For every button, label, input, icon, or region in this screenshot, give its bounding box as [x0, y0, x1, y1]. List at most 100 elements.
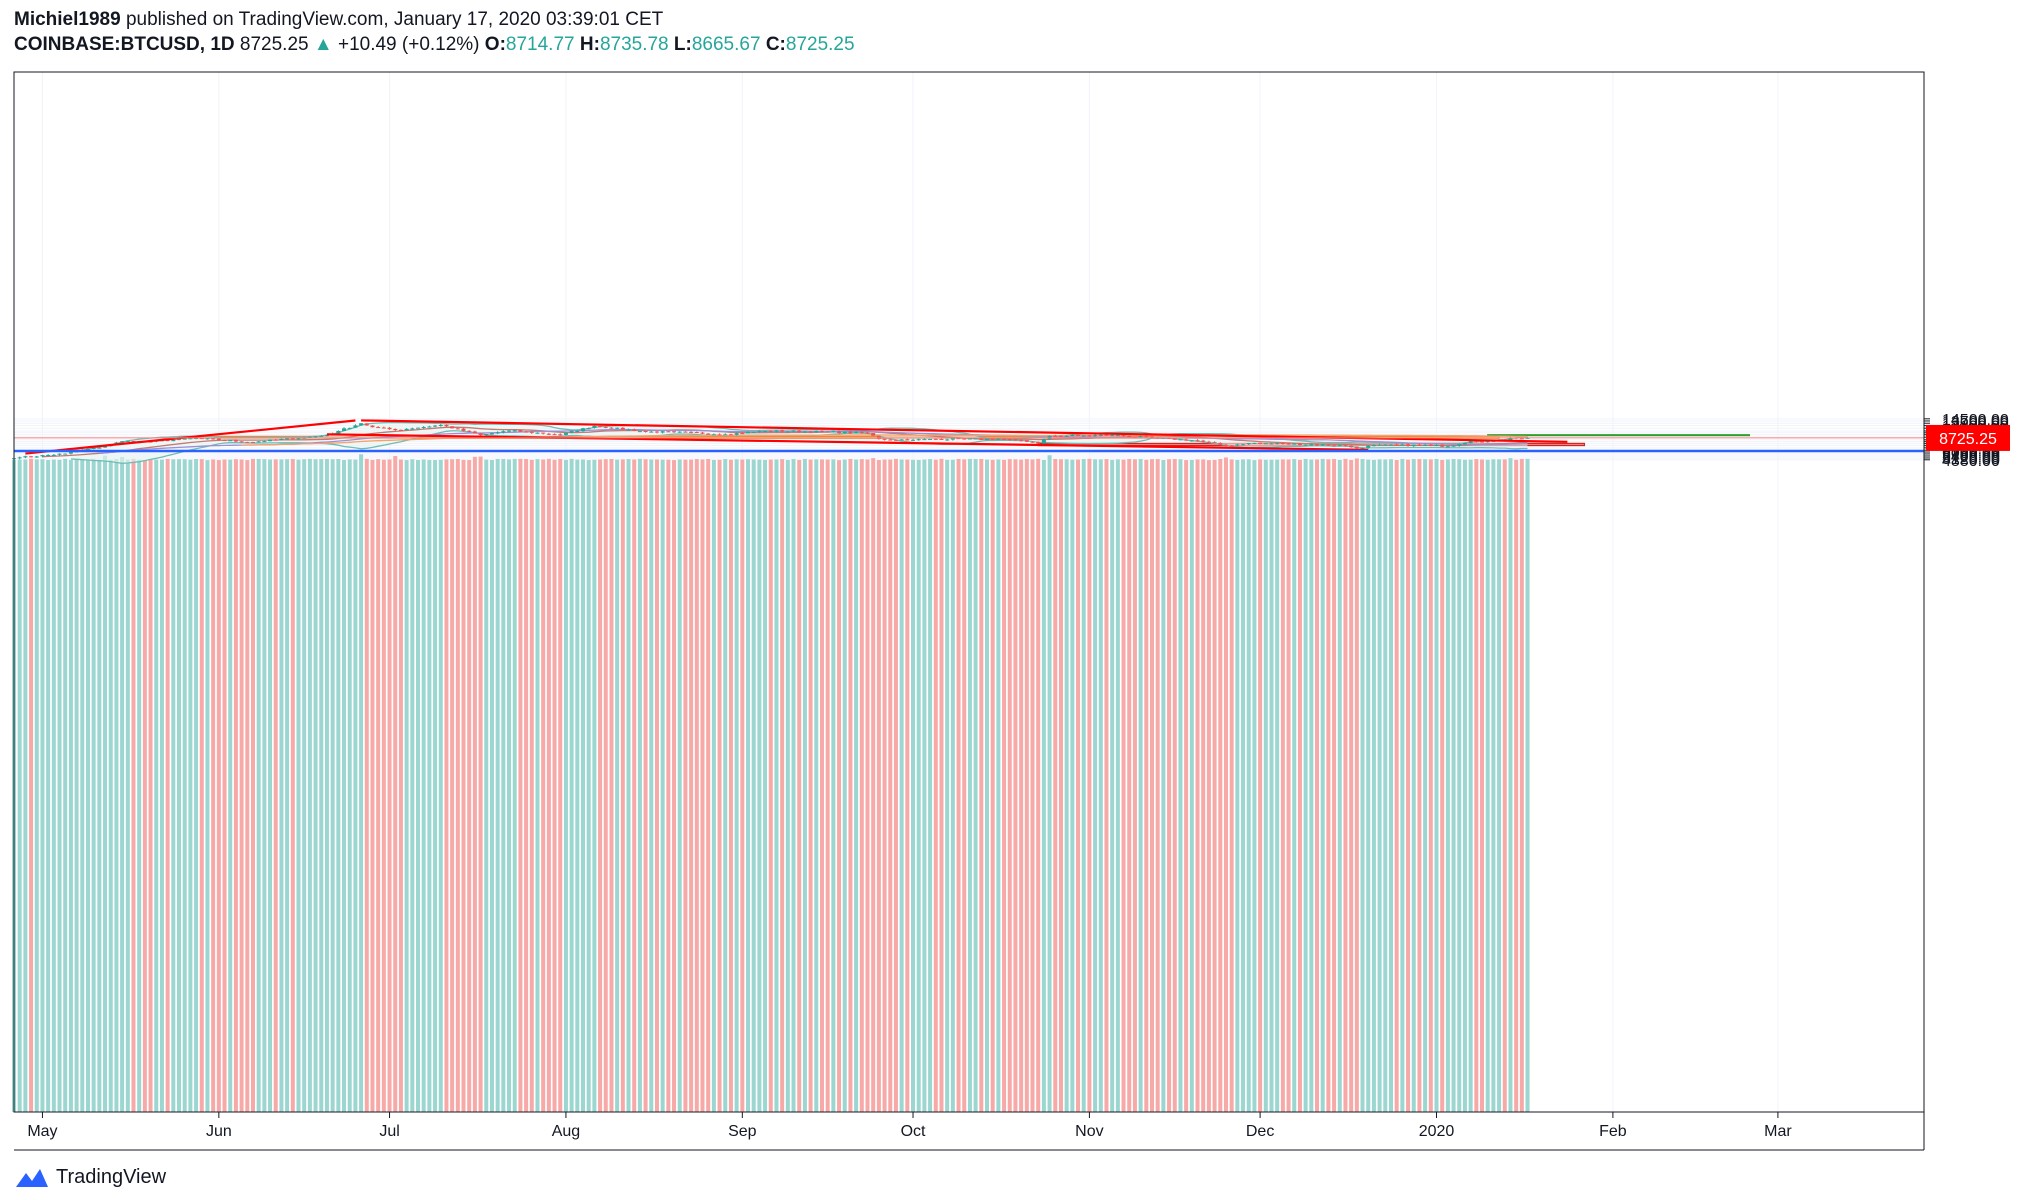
volume-bar [666, 459, 671, 1112]
volume-bar [302, 459, 307, 1112]
candle-body [763, 430, 768, 432]
candle-body [1178, 439, 1183, 441]
volume-bar [865, 459, 870, 1112]
candle-body [1457, 444, 1462, 446]
candle-body [911, 439, 916, 441]
volume-bar [1366, 459, 1371, 1113]
symbol-label[interactable]: COINBASE:BTCUSD, 1D [14, 34, 235, 55]
candle-body [734, 433, 739, 435]
volume-bar [1007, 459, 1012, 1112]
candle-body [842, 431, 847, 434]
volume-bar [199, 459, 204, 1112]
candle-body [785, 431, 790, 433]
candle-body [17, 457, 22, 459]
candle-body [1269, 443, 1274, 445]
volume-bar [1411, 459, 1416, 1112]
candle-body [319, 435, 324, 437]
candle-body [615, 427, 620, 429]
volume-bar [1275, 459, 1280, 1112]
candle-body [859, 431, 864, 433]
candle-body [791, 430, 796, 432]
volume-bar [467, 460, 472, 1112]
volume-bar [825, 459, 830, 1112]
y-tick-label: 5120.00 [1942, 451, 2000, 468]
candle-body [1383, 444, 1388, 446]
volume-bar [1132, 459, 1137, 1113]
volume-bar [34, 459, 39, 1112]
volume-bar [535, 459, 540, 1112]
candle-body [381, 427, 386, 429]
candle-body [1184, 439, 1189, 441]
candle-body [757, 431, 762, 433]
volume-bars [12, 454, 1530, 1113]
volume-bar [916, 459, 921, 1112]
candle-body [188, 438, 193, 440]
volume-bar [1383, 459, 1388, 1112]
volume-bar [415, 460, 420, 1112]
volume-bar [609, 458, 614, 1112]
candle-body [268, 439, 273, 442]
volume-bar [1115, 459, 1120, 1112]
volume-bar [859, 459, 864, 1112]
volume-bar [507, 459, 512, 1112]
candle-body [450, 426, 455, 429]
candle-body [700, 432, 705, 434]
volume-bar [529, 459, 534, 1113]
volume-bar [472, 456, 477, 1113]
candle-body [1423, 444, 1428, 446]
volume-bar [1508, 458, 1513, 1112]
candle-body [876, 435, 881, 439]
candle-body [1297, 443, 1302, 445]
volume-bar [1349, 459, 1354, 1112]
candle-body [888, 439, 893, 441]
y-tick-label: 14500.00 [1942, 412, 2009, 429]
candle-body [1434, 444, 1439, 446]
candle-body [1337, 445, 1342, 447]
volume-bar [1315, 459, 1320, 1112]
x-tick-label: Jul [379, 1123, 399, 1140]
volume-bar [842, 459, 847, 1112]
volume-bar [700, 459, 705, 1113]
candle-body [131, 441, 136, 443]
candle-body [649, 431, 654, 433]
candle-body [660, 431, 665, 433]
candle-body [751, 431, 756, 433]
volume-bar [1104, 459, 1109, 1112]
candle-body [1388, 444, 1393, 446]
volume-bar [268, 459, 273, 1113]
candle-body [1110, 435, 1115, 437]
tradingview-branding[interactable]: TradingView [14, 1166, 166, 1189]
candle-body [296, 438, 301, 440]
volume-bar [928, 459, 933, 1112]
volume-bar [1440, 459, 1445, 1112]
volume-bar [1417, 459, 1422, 1112]
volume-bar [364, 458, 369, 1112]
author-name[interactable]: Michiel1989 [14, 9, 121, 30]
candle-body [1286, 443, 1291, 445]
volume-bar [922, 459, 927, 1112]
volume-bar [694, 459, 699, 1112]
candle-body [848, 431, 853, 434]
volume-bar [108, 459, 113, 1112]
volume-bar [603, 459, 608, 1112]
volume-bar [1280, 459, 1285, 1112]
candle-body [353, 425, 358, 428]
candle-body [586, 428, 591, 430]
volume-bar [711, 459, 716, 1112]
candle-body [626, 429, 631, 431]
candle-body [290, 438, 295, 440]
candle-body [1258, 442, 1263, 444]
candle-body [1070, 434, 1075, 436]
volume-bar [404, 460, 409, 1113]
candle-body [1252, 442, 1257, 444]
candle-body [273, 439, 278, 441]
low-value: 8665.67 [691, 34, 761, 55]
volume-bar [1218, 458, 1223, 1112]
volume-bar [1462, 459, 1467, 1112]
volume-bar [376, 459, 381, 1112]
volume-bar [1406, 459, 1411, 1112]
volume-bar [478, 456, 483, 1113]
candle-body [1326, 444, 1331, 446]
volume-bar [1013, 459, 1018, 1112]
